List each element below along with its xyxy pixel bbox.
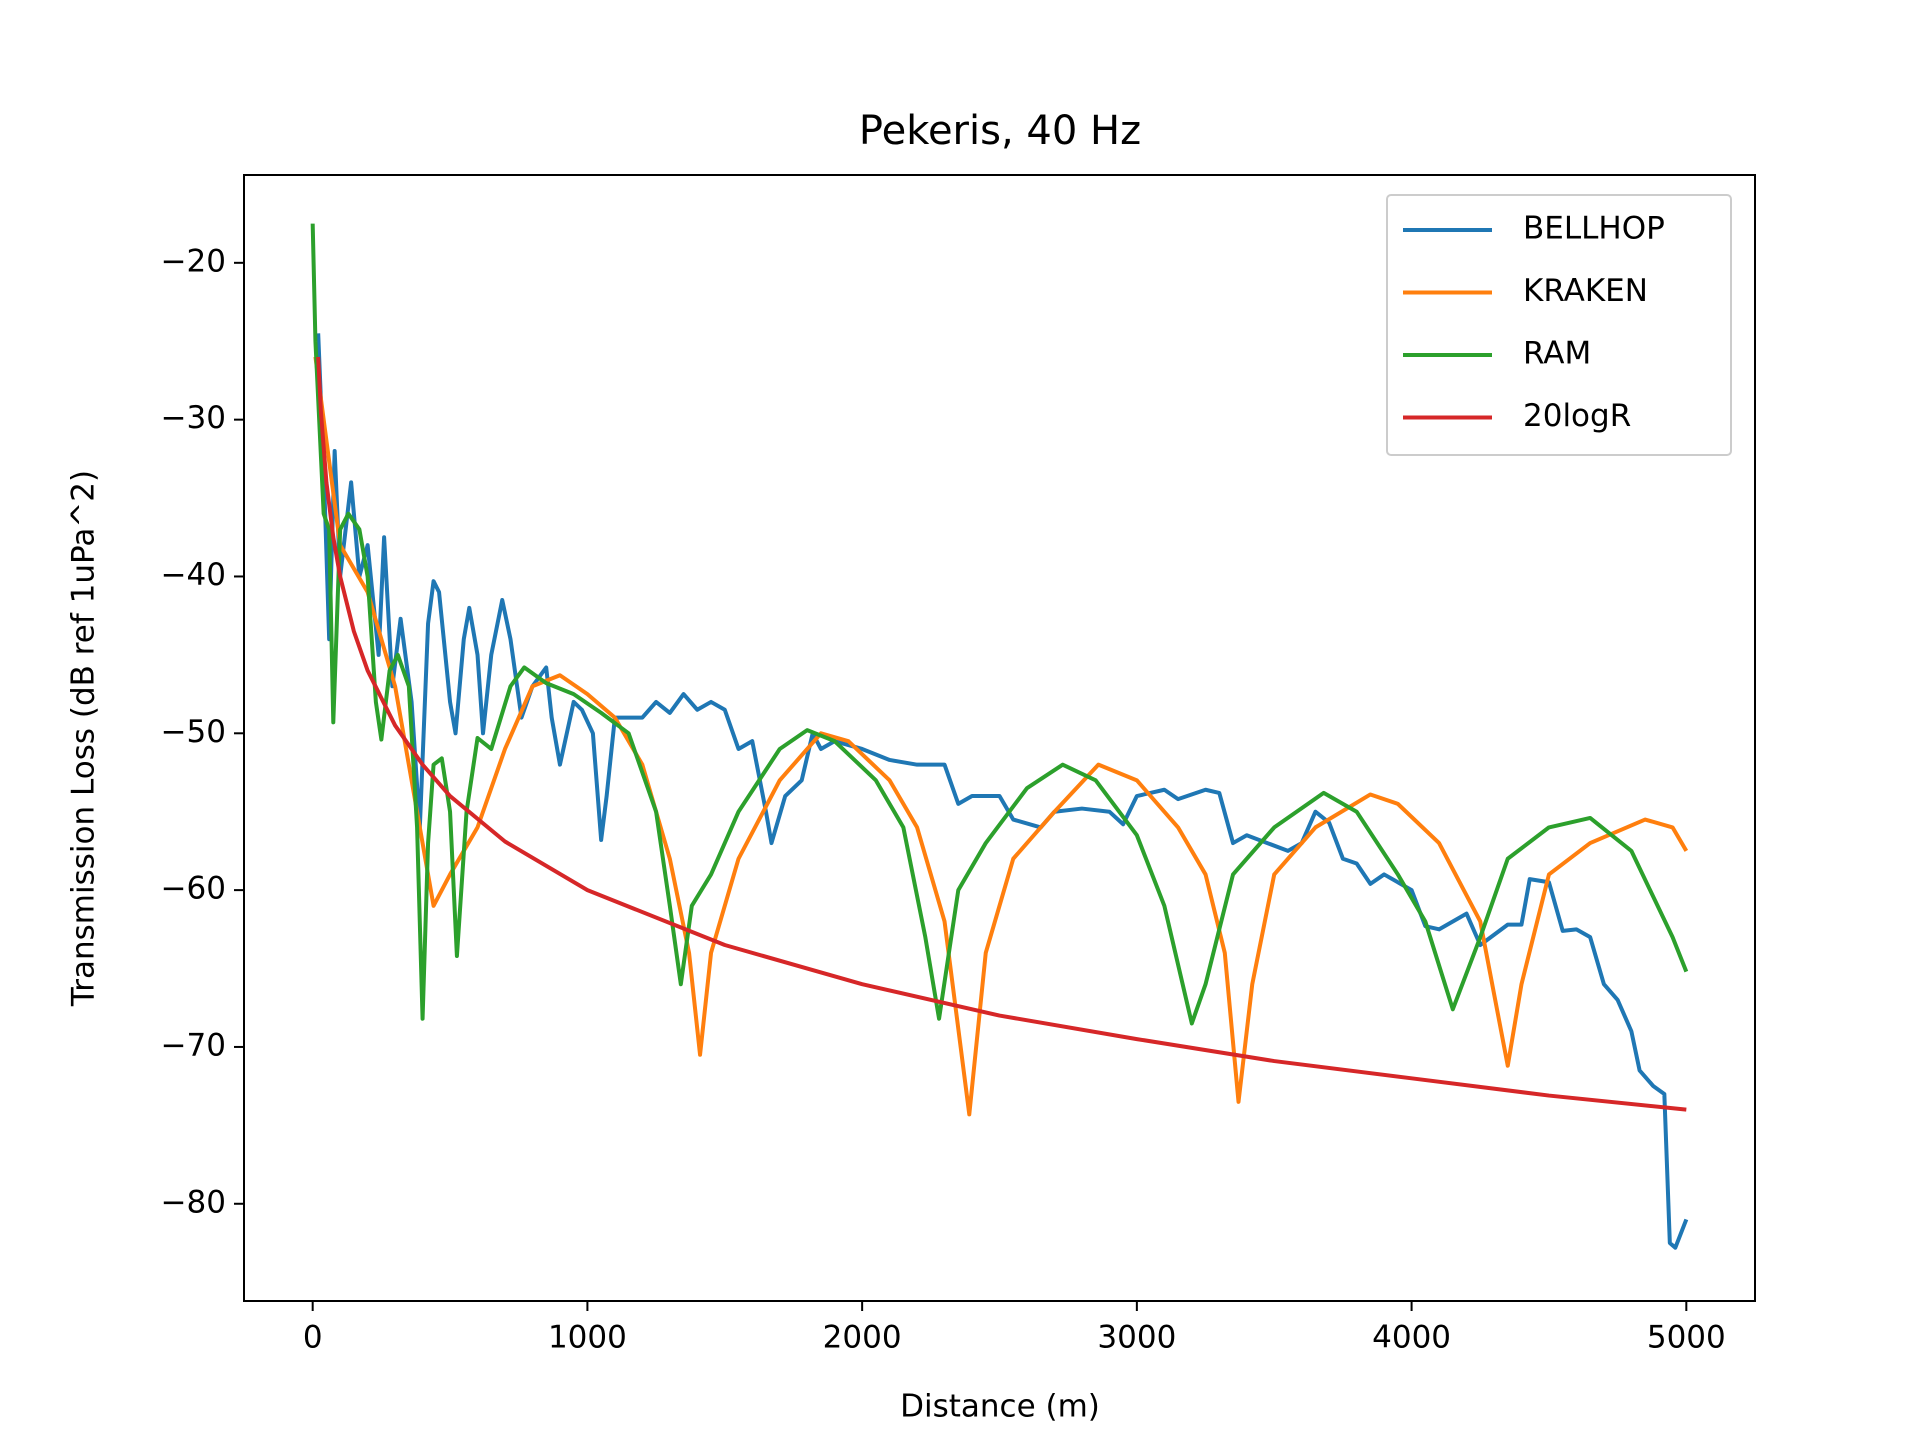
y-tick-label: −50 [161,714,226,750]
y-tick-label: −30 [161,400,226,436]
y-axis-label: Transmission Loss (dB ref 1uPa^2) [66,470,102,1007]
x-tick-label: 3000 [1097,1320,1176,1356]
axes-frame [243,174,1756,1302]
series-line [313,356,1689,1117]
legend-label: 20logR [1523,398,1631,434]
legend: BELLHOP KRAKEN RAM 20logR [1386,194,1732,456]
y-tick-label: −40 [161,557,226,593]
x-tick-label: 2000 [823,1320,902,1356]
y-tick-label: −20 [161,243,226,279]
legend-label: KRAKEN [1523,273,1648,309]
x-tick-label: 1000 [548,1320,627,1356]
y-tick-label: −80 [161,1184,226,1220]
plot-area [310,223,1689,1250]
series-line [316,356,1687,1112]
series-line [310,223,1689,1026]
legend-box [1386,194,1732,456]
y-tick-label: −60 [161,871,226,907]
y-tick-label: −70 [161,1027,226,1063]
x-tick-label: 4000 [1372,1320,1451,1356]
legend-label: RAM [1523,336,1591,372]
legend-label: BELLHOP [1523,211,1665,247]
x-tick-label: 5000 [1647,1320,1726,1356]
x-axis-label: Distance (m) [900,1389,1100,1425]
x-tick-label: 0 [303,1320,323,1356]
chart-title: Pekeris, 40 Hz [859,108,1141,154]
